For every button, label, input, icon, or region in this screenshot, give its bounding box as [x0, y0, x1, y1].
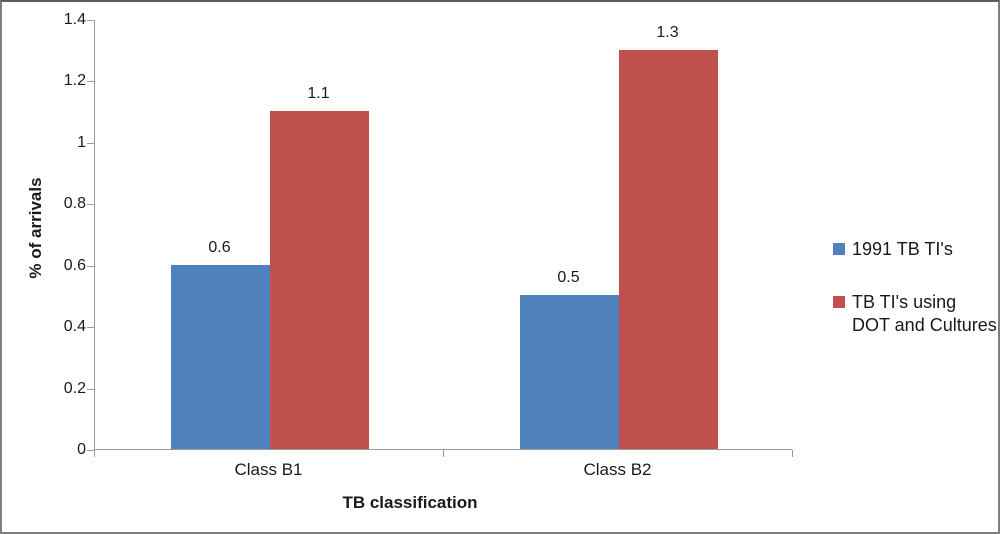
x-tick-mark [792, 450, 793, 457]
legend-swatch-icon [833, 296, 845, 308]
bar-value-label: 0.5 [557, 269, 580, 286]
bar-1991-tb-ti-s-class-b2 [520, 295, 619, 449]
y-tick-mark [87, 81, 94, 83]
bar-1991-tb-ti-s-class-b1 [171, 265, 270, 449]
x-tick-mark [94, 450, 95, 457]
y-tick-mark [87, 265, 94, 267]
bar-tb-ti-s-using-dot-and-cultures-class-b1 [270, 111, 369, 449]
y-tick-mark [87, 327, 94, 329]
x-tick-mark [443, 450, 444, 457]
bar-value-label: 1.3 [656, 24, 679, 41]
category-label-class-b1: Class B1 [234, 460, 303, 479]
plot-area [94, 20, 792, 450]
legend-label: 1991 TB TI's [852, 239, 953, 259]
y-tick-mark [87, 20, 94, 21]
y-tick-label: 1.2 [63, 72, 86, 90]
legend-label: TB TI's using DOT and Cultures [852, 292, 997, 335]
y-tick-label: 1.4 [63, 11, 86, 28]
bar-value-label: 0.6 [208, 239, 231, 256]
legend-item-tb-ti-s-using-dot-and-cultures: TB TI's using DOT and Cultures [833, 291, 998, 337]
legend-item-1991-tb-ti-s: 1991 TB TI's [833, 238, 998, 261]
y-tick-label: 0.8 [63, 195, 86, 213]
bar-tb-ti-s-using-dot-and-cultures-class-b2 [619, 50, 718, 449]
y-tick-mark [87, 450, 94, 451]
y-axis-title: % of arrivals [26, 177, 45, 279]
y-tick-label: 1 [77, 133, 86, 151]
bar-value-label: 1.1 [307, 85, 330, 102]
y-tick-mark [87, 388, 94, 390]
category-label-class-b2: Class B2 [583, 460, 652, 479]
y-tick-label: 0.6 [63, 256, 86, 274]
y-tick-mark [87, 204, 94, 206]
y-tick-label: 0 [77, 441, 86, 458]
y-tick-mark [87, 142, 94, 144]
y-tick-label: 0.2 [63, 379, 86, 397]
legend: 1991 TB TI's TB TI's using DOT and Cultur… [833, 238, 998, 367]
x-axis-title: TB classification [342, 493, 478, 512]
y-tick-label: 0.4 [63, 318, 86, 336]
legend-swatch-icon [833, 243, 845, 255]
